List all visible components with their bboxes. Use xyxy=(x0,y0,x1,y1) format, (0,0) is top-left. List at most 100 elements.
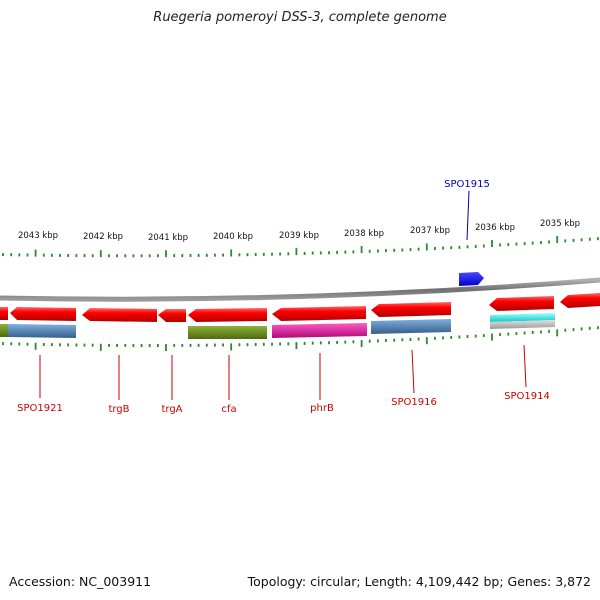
ruler-minor-tick xyxy=(458,245,461,249)
gene-label-trgb[interactable]: trgB xyxy=(108,404,129,415)
topology-text: Topology: circular; Length: 4,109,442 bp… xyxy=(247,574,591,589)
gene-label-spo1916[interactable]: SPO1916 xyxy=(391,397,437,408)
gene-label-cfa[interactable]: cfa xyxy=(221,404,236,415)
ruler-minor-tick xyxy=(580,238,583,242)
ruler-minor-tick xyxy=(42,343,45,346)
ruler-minor-tick xyxy=(352,340,355,344)
accession-text: Accession: NC_003911 xyxy=(9,574,152,589)
ruler-minor-tick xyxy=(434,336,436,340)
gene-label-trga[interactable]: trgA xyxy=(161,404,182,415)
ruler-major-tick xyxy=(425,337,428,345)
ruler-minor-tick xyxy=(287,252,290,256)
ruler-minor-tick xyxy=(157,254,159,258)
ruler-minor-tick xyxy=(124,343,127,347)
ruler-minor-tick xyxy=(75,343,78,347)
ruler-minor-tick xyxy=(434,247,436,250)
cog-bar-blue xyxy=(371,319,451,334)
gene-arrow[interactable] xyxy=(371,302,451,317)
ruler-minor-tick xyxy=(18,253,21,257)
ruler-minor-tick xyxy=(572,328,575,332)
ruler-minor-tick xyxy=(173,254,176,258)
ruler-major-tick xyxy=(491,333,493,341)
gene-label-spo1914[interactable]: SPO1914 xyxy=(504,391,550,402)
ruler-minor-tick xyxy=(279,342,281,346)
ruler-minor-tick xyxy=(148,254,151,258)
ruler-minor-tick xyxy=(311,341,314,345)
ruler-minor-tick xyxy=(116,254,118,258)
ruler-minor-tick xyxy=(311,251,314,255)
ruler-major-tick xyxy=(230,343,233,351)
ruler-minor-tick xyxy=(393,338,396,342)
gene-arrow[interactable] xyxy=(158,309,186,322)
ruler-major-tick xyxy=(165,250,167,258)
ruler-minor-tick xyxy=(417,337,420,341)
ruler-minor-tick xyxy=(450,246,453,250)
ruler-minor-tick xyxy=(303,251,306,255)
ruler-minor-tick xyxy=(83,343,86,347)
ruler-label: 2043 kbp xyxy=(18,231,58,241)
ruler-minor-tick xyxy=(377,339,379,343)
gene-arrow[interactable] xyxy=(10,307,76,321)
ruler-minor-tick xyxy=(108,254,110,258)
ruler-minor-tick xyxy=(222,253,224,257)
ruler-minor-tick xyxy=(67,343,70,347)
ruler-minor-tick xyxy=(466,245,469,249)
ruler-minor-tick xyxy=(26,342,29,346)
ruler-minor-tick xyxy=(108,343,110,347)
ruler-minor-tick xyxy=(59,253,61,257)
gene-label-phrb[interactable]: phrB xyxy=(310,403,334,414)
genome-backbone xyxy=(0,277,600,302)
ruler-minor-tick xyxy=(124,254,127,258)
ruler-minor-tick xyxy=(548,329,550,333)
ruler-minor-tick xyxy=(540,241,542,245)
ruler-minor-tick xyxy=(205,343,208,347)
ruler-minor-tick xyxy=(393,248,396,252)
ruler-minor-tick xyxy=(205,253,208,257)
ruler-minor-tick xyxy=(287,342,290,346)
ruler-label: 2041 kbp xyxy=(148,233,188,243)
ruler-minor-tick xyxy=(466,335,469,338)
ruler-minor-tick xyxy=(588,326,591,330)
ruler-minor-tick xyxy=(18,342,21,346)
ruler-minor-tick xyxy=(352,250,355,254)
ruler-minor-tick xyxy=(548,240,550,244)
cog-bar-cyan xyxy=(490,313,555,322)
ruler-minor-tick xyxy=(531,331,534,334)
gene-label-spo1921[interactable]: SPO1921 xyxy=(17,403,63,414)
ruler-minor-tick xyxy=(10,253,13,257)
ruler-minor-tick xyxy=(507,243,510,247)
ruler-major-tick xyxy=(34,249,37,257)
ruler-minor-tick xyxy=(336,340,338,344)
gene-arrow[interactable] xyxy=(560,293,600,308)
ruler-minor-tick xyxy=(197,343,200,347)
ruler-minor-tick xyxy=(515,332,518,336)
ruler-minor-tick xyxy=(189,343,192,347)
ruler-major-tick xyxy=(360,246,363,254)
ruler-label: 2038 kbp xyxy=(344,229,384,239)
ruler-minor-tick xyxy=(515,242,518,246)
ruler-minor-tick xyxy=(271,252,273,256)
gene-arrow[interactable] xyxy=(489,296,554,311)
gene-spo1915[interactable] xyxy=(459,272,484,286)
ruler-minor-tick xyxy=(531,241,534,245)
gene-arrow[interactable] xyxy=(0,307,8,320)
gene-arrow[interactable] xyxy=(272,306,366,321)
gene-arrow[interactable] xyxy=(82,308,157,322)
ruler-minor-tick xyxy=(319,251,322,255)
ruler-label: 2040 kbp xyxy=(213,232,253,242)
ruler-minor-tick xyxy=(222,343,224,347)
gene-arrow[interactable] xyxy=(188,308,267,322)
ruler-major-tick xyxy=(99,343,102,351)
ruler-minor-tick xyxy=(377,249,379,253)
ruler-minor-tick xyxy=(148,344,151,347)
ruler-minor-tick xyxy=(385,339,387,342)
ruler-major-tick xyxy=(230,249,233,257)
ruler-minor-tick xyxy=(214,253,216,257)
ruler-minor-tick xyxy=(262,252,265,256)
gene-label-spo1915[interactable]: SPO1915 xyxy=(444,179,490,190)
ruler-minor-tick xyxy=(499,333,501,337)
ruler-minor-tick xyxy=(51,343,53,347)
ruler-minor-tick xyxy=(507,332,510,336)
ruler-minor-tick xyxy=(189,254,192,257)
